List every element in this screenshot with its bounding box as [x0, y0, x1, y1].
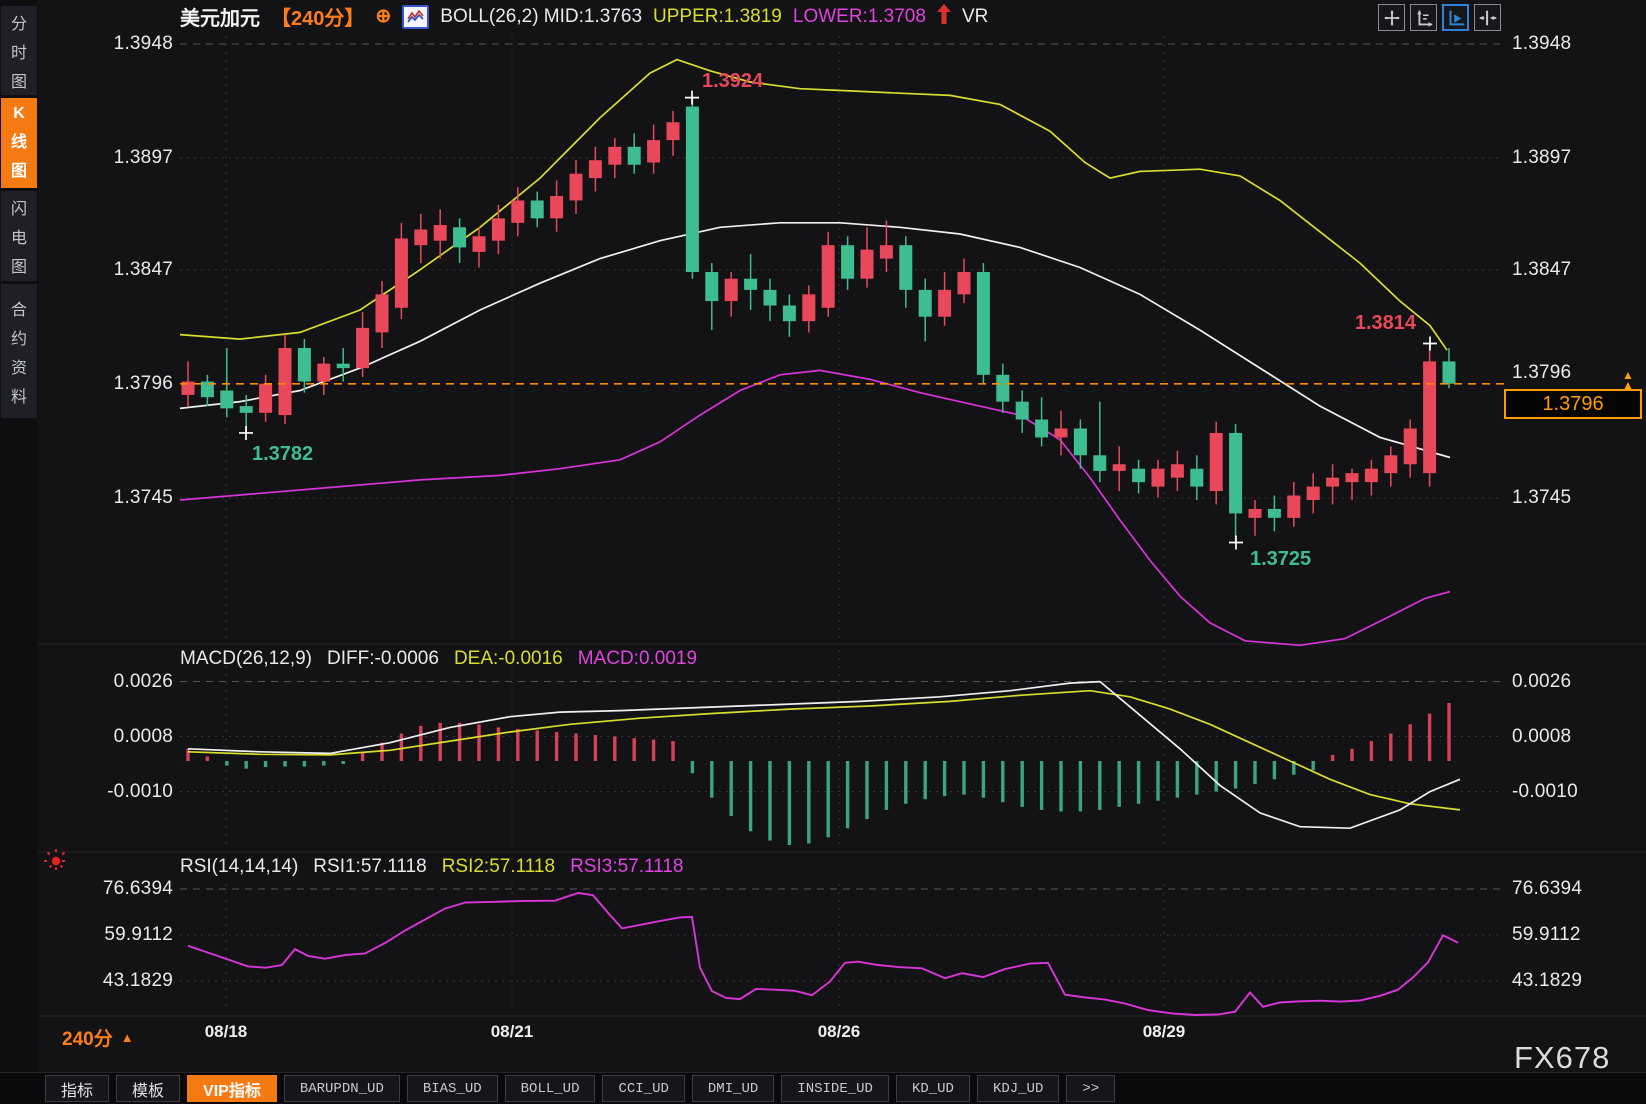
- watermark: FX678: [1514, 1040, 1611, 1075]
- price-annotation: 1.3814: [1354, 311, 1416, 334]
- toolbar-button-axis-shift-icon[interactable]: [1474, 4, 1501, 31]
- rsi1-value: RSI1:57.1118: [313, 856, 427, 877]
- tab-DMI_UD[interactable]: DMI_UD: [691, 1075, 775, 1102]
- axis-scale-icon: [1416, 10, 1432, 27]
- rsi-title: RSI(14,14,14): [180, 856, 299, 877]
- tab-CCI_UD[interactable]: CCI_UD: [602, 1075, 685, 1102]
- tab-INSIDE_UD[interactable]: INSIDE_UD: [781, 1075, 889, 1102]
- tab-KD_UD[interactable]: KD_UD: [895, 1075, 970, 1102]
- macd-title: MACD(26,12,9): [180, 648, 312, 669]
- macd-tick-label: 0.0008: [113, 725, 173, 747]
- vr-indicator-label: VR: [961, 5, 989, 27]
- rsi-header: RSI(14,14,14) RSI1:57.1118 RSI2:57.1118 …: [180, 856, 683, 878]
- boll-indicator-label: BOLL(26,2) MID:1.3763: [440, 5, 643, 27]
- date-label: 08/26: [817, 1022, 861, 1041]
- price-up-arrow-icon: ▲ ▲: [1622, 368, 1634, 392]
- tab-模板[interactable]: 模板: [116, 1075, 181, 1102]
- rsi3-value: RSI3:57.1118: [570, 856, 684, 877]
- auto-fit-icon: [1448, 10, 1464, 25]
- rsi-tick-label: 76.6394: [102, 878, 173, 899]
- rsi2-value: RSI2:57.1118: [441, 856, 556, 877]
- rsi-tick-label: 59.9112: [1512, 923, 1581, 945]
- macd-diff-value: DIFF:-0.0006: [327, 648, 439, 669]
- date-label: 08/29: [1142, 1022, 1186, 1041]
- tab-BARUPDN_UD[interactable]: BARUPDN_UD: [283, 1075, 400, 1102]
- date-label: 08/21: [490, 1022, 534, 1041]
- date-label: 08/18: [204, 1022, 248, 1041]
- macd-tick-label: 0.0008: [1512, 725, 1572, 747]
- tab-指标[interactable]: 指标: [45, 1075, 110, 1102]
- price-tick-label: 1.3847: [1512, 258, 1572, 280]
- boll-lower-label: LOWER:1.3708: [792, 5, 926, 27]
- price-tick-label: 1.3897: [1512, 147, 1572, 168]
- boll-upper-label: UPPER:1.3819: [653, 5, 782, 27]
- alert-sun-icon[interactable]: [42, 846, 70, 881]
- rsi-tick-label: 43.1829: [102, 969, 173, 991]
- macd-tick-label: -0.0010: [107, 780, 173, 802]
- current-price-box: 1.3796: [1504, 389, 1642, 419]
- macd-dea-value: DEA:-0.0016: [453, 648, 563, 669]
- macd-tick-label: -0.0010: [1512, 780, 1578, 802]
- tab-KDJ_UD[interactable]: KDJ_UD: [976, 1075, 1060, 1102]
- rsi-tick-label: 76.6394: [1512, 878, 1583, 899]
- price-annotation: 1.3924: [702, 69, 764, 92]
- price-tick-label: 1.3948: [1512, 33, 1572, 54]
- triangle-up-icon: ▲: [120, 1030, 134, 1045]
- chart-type-icon[interactable]: [402, 4, 430, 29]
- tab->>[interactable]: >>: [1066, 1075, 1116, 1102]
- macd-tick-label: 0.0026: [1512, 670, 1572, 692]
- crosshair-target-icon[interactable]: ⊕: [375, 6, 392, 27]
- macd-header: MACD(26,12,9) DIFF:-0.0006 DEA:-0.0016 M…: [180, 648, 697, 670]
- price-annotation: 1.3725: [1250, 548, 1312, 571]
- axis-shift-icon: [1479, 10, 1496, 25]
- toolbar-button-auto-fit-icon[interactable]: [1442, 4, 1469, 31]
- price-tick-label: 1.3796: [113, 372, 173, 394]
- macd-tick-label: 0.0026: [113, 670, 173, 692]
- price-tick-label: 1.3847: [113, 258, 173, 280]
- price-tick-label: 1.3745: [1512, 486, 1572, 508]
- tab-BIAS_UD[interactable]: BIAS_UD: [406, 1075, 498, 1102]
- price-tick-label: 1.3948: [113, 33, 173, 54]
- sidebar-item-4[interactable]: 合约资料: [1, 284, 37, 418]
- tab-VIP指标[interactable]: VIP指标: [187, 1075, 277, 1102]
- rsi-tick-label: 43.1829: [1512, 969, 1583, 991]
- indicator-tabbar: 指标 模板 VIP指标 BARUPDN_UD BIAS_UD BOLL_UD CCI_UD D…: [0, 1072, 1646, 1104]
- price-tick-label: 1.3897: [113, 147, 173, 168]
- tab-BOLL_UD[interactable]: BOLL_UD: [504, 1075, 596, 1102]
- pan-crosshair-icon: [1384, 10, 1399, 25]
- current-price-value: 1.3796: [1542, 392, 1604, 415]
- price-tick-label: 1.3796: [1512, 361, 1572, 383]
- up-arrow-icon: [936, 4, 951, 29]
- toolbar-button-axis-scale-icon[interactable]: [1410, 4, 1437, 31]
- chart-toolbar: [1378, 4, 1501, 31]
- price-annotation: 1.3782: [252, 442, 314, 465]
- timeframe-value: 240分: [62, 1029, 113, 1050]
- macd-value: MACD:0.0019: [577, 648, 698, 669]
- price-tick-label: 1.3745: [113, 486, 173, 508]
- chart-header: 美元加元 【240分】 ⊕ BOLL(26,2) MID:1.3763 UPPE…: [180, 3, 988, 30]
- timeframe-label[interactable]: 【240分】: [271, 8, 365, 30]
- rsi-tick-label: 59.9112: [104, 923, 173, 945]
- timeframe-selector[interactable]: 240分 ▲: [62, 1024, 134, 1051]
- symbol-name: 美元加元: [180, 8, 260, 30]
- sidebar-item-3[interactable]: 闪电图: [1, 191, 37, 281]
- sidebar-item-1[interactable]: 分时图: [1, 6, 37, 95]
- toolbar-button-pan-crosshair-icon[interactable]: [1378, 4, 1405, 31]
